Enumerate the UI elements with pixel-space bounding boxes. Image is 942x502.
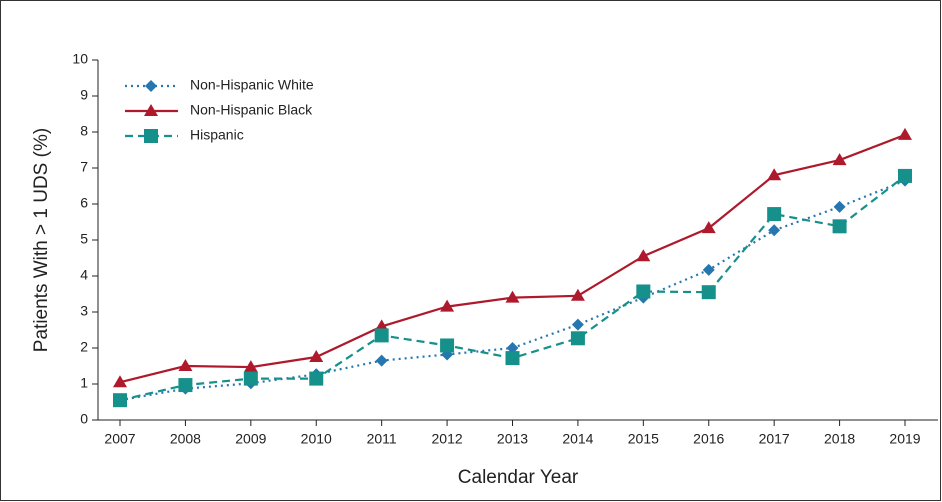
legend-label: Non-Hispanic White <box>190 77 314 93</box>
y-tick-label: 3 <box>80 303 88 319</box>
marker <box>440 338 455 353</box>
marker <box>570 288 585 301</box>
x-axis-title: Calendar Year <box>458 467 579 488</box>
marker <box>768 224 781 237</box>
y-tick-label: 7 <box>80 159 88 175</box>
marker <box>374 328 389 343</box>
y-tick-label: 8 <box>80 123 88 139</box>
marker <box>767 168 782 181</box>
y-tick-label: 2 <box>80 339 88 355</box>
y-tick-label: 10 <box>72 51 88 67</box>
marker <box>832 219 847 234</box>
marker <box>375 354 388 367</box>
y-tick-label: 5 <box>80 231 88 247</box>
x-tick-label: 2010 <box>301 431 332 447</box>
marker <box>309 350 324 362</box>
x-tick-label: 2018 <box>824 431 855 447</box>
marker <box>898 127 912 140</box>
marker <box>113 375 127 388</box>
legend-label: Hispanic <box>190 127 244 143</box>
x-tick-label: 2012 <box>432 431 463 447</box>
marker <box>145 80 157 92</box>
x-tick-label: 2008 <box>170 431 201 447</box>
y-tick-label: 4 <box>80 267 88 283</box>
x-tick-label: 2009 <box>235 431 266 447</box>
marker <box>701 221 716 234</box>
y-axis-title: Patients With > 1 UDS (%) <box>31 128 52 352</box>
marker <box>636 249 651 262</box>
y-tick-label: 9 <box>80 87 88 103</box>
marker <box>571 318 584 331</box>
marker <box>309 371 324 386</box>
marker <box>144 104 158 116</box>
marker <box>702 263 715 276</box>
marker <box>505 351 520 366</box>
y-tick-label: 0 <box>80 411 88 427</box>
marker <box>243 360 258 373</box>
marker <box>832 153 847 166</box>
marker <box>178 359 193 371</box>
marker <box>570 331 585 346</box>
x-tick-label: 2015 <box>628 431 659 447</box>
x-tick-label: 2019 <box>889 431 920 447</box>
marker <box>243 371 258 386</box>
y-tick-label: 1 <box>80 375 88 391</box>
x-tick-label: 2011 <box>367 431 397 447</box>
marker <box>636 284 651 299</box>
marker <box>178 378 193 393</box>
x-tick-label: 2016 <box>693 431 724 447</box>
marker <box>898 168 912 183</box>
marker <box>113 393 127 408</box>
marker <box>505 290 520 303</box>
marker <box>833 200 846 213</box>
marker <box>701 285 716 300</box>
marker <box>506 342 519 354</box>
x-tick-label: 2007 <box>104 431 135 447</box>
marker <box>144 129 158 143</box>
x-tick-label: 2017 <box>759 431 790 447</box>
x-tick-label: 2013 <box>497 431 528 447</box>
marker <box>440 299 455 312</box>
y-tick-label: 6 <box>80 195 88 211</box>
legend-label: Non-Hispanic Black <box>190 102 313 118</box>
x-tick-label: 2014 <box>562 431 593 447</box>
marker <box>767 207 782 222</box>
